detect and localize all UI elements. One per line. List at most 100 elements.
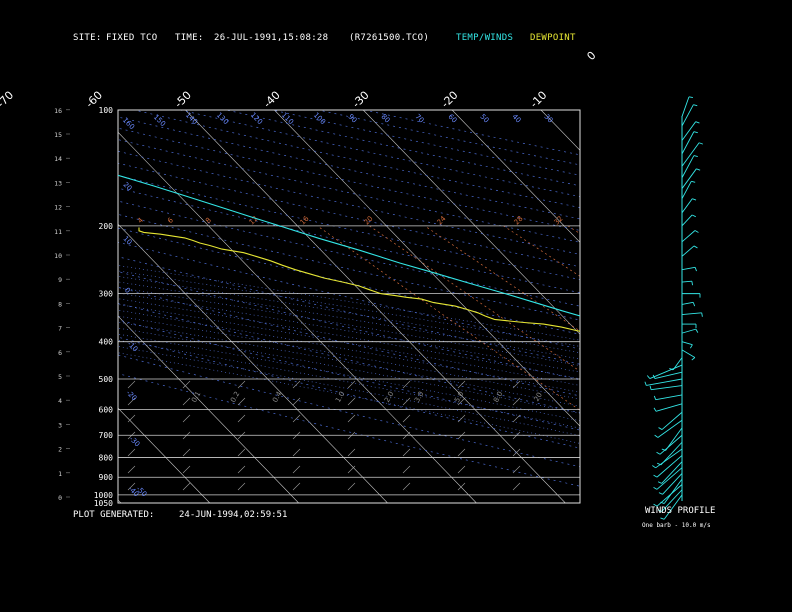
wind-barb [681,230,696,243]
wind-guide-tick [237,465,246,474]
isotherm-line [118,407,211,503]
height-tick-label: 14 [54,155,62,163]
wind-barb-flag [693,155,698,158]
wind-guide-tick [237,380,246,389]
wind-barb-flag [694,267,697,272]
wind-barb-flag [653,395,657,400]
wind-guide-tick [402,482,411,491]
wind-barb-flag [644,381,647,386]
wind-guide-tick [182,448,191,457]
wind-barb [663,494,683,520]
isotherm-line [185,110,566,503]
mixing-ratio-label: 6 [166,216,175,225]
wind-barb [681,341,693,346]
height-tick-label: 15 [54,131,62,139]
dry-adiabat [118,354,580,468]
mixing-ratio-line [424,225,580,332]
wind-guide-tick [292,397,301,406]
pressure-tick-label: 200 [99,222,114,231]
winds-profile [644,96,704,520]
wind-barb [681,328,696,334]
dry-adiabat-label: 70 [413,113,425,125]
mixing-ratio-line [660,226,792,503]
wind-guide-tick [237,414,246,423]
wind-barb [681,245,695,257]
height-tick-label: 11 [54,228,62,236]
wind-barb [681,301,694,305]
wind-barb-flag [691,281,693,286]
dry-adiabat-label: 90 [346,113,358,125]
height-tick-label: 1 [58,470,62,478]
wind-barb [681,312,702,315]
dry-adiabat-label: 0 [123,286,132,295]
pressure-tick-label: 700 [99,431,114,440]
wind-barb-flag [653,474,658,478]
dry-adiabat [118,286,580,397]
time-value: 26-JUL-1991,15:08:28 [214,33,329,43]
dry-adiabat-label: 120 [249,111,264,126]
pressure-tick-label: 400 [99,338,114,347]
mixing-ratio-line [503,225,580,277]
wind-barb [681,96,690,117]
wind-barb-flag [691,357,696,361]
wind-guide-tick [402,448,411,457]
wind-guide-tick [127,465,136,474]
wind-barb [681,198,693,214]
wind-barb [654,371,683,379]
wind-guide-tick [402,414,411,423]
isotherm-line [630,110,792,503]
dry-adiabat [118,139,580,243]
wind-barb-flag [669,368,674,371]
pressure-tick-label: 1050 [94,499,113,508]
dry-adiabat [118,127,580,231]
wind-guide-tick [457,380,466,389]
mixing-ratio-label: 28 [513,215,525,227]
wind-barb-flag [698,142,704,145]
wind-barb [657,419,683,438]
wind-guide-tick [402,380,411,389]
wind-guide-tick [512,397,521,406]
temp-legend: TEMP/WINDS [456,33,514,43]
dry-adiabat [118,302,580,414]
wind-guide-tick [182,397,191,406]
wind-barb-flag [693,104,698,107]
wind-guide-tick [127,380,136,389]
dry-adiabat-label: 160 [121,116,136,131]
wind-barb-flag [696,168,701,171]
wind-barb-flag [691,214,696,218]
wind-guide-tick [347,380,356,389]
moist-adiabat [118,315,580,400]
wind-barb-flag [688,96,693,98]
wind-guide-tick [182,465,191,474]
isotherm-line [118,315,299,503]
wind-barb [681,142,700,167]
mixing-ratio-label: 1.0 [334,390,346,404]
mixing-ratio-line [608,226,792,503]
wind-barb-flag [656,451,661,455]
wind-guide-tick [347,448,356,457]
wind-barb [681,349,696,358]
wind-guide-tick [457,482,466,491]
isotherm-label: -20 [439,89,461,111]
wind-guide-tick [457,448,466,457]
wind-barb [656,455,683,478]
isotherm-label: -30 [350,89,372,111]
dry-adiabat [118,319,580,431]
dry-adiabat [118,187,580,294]
wind-guide-tick [512,465,521,474]
isotherm-line [719,110,792,503]
wind-guide-tick [237,448,246,457]
wind-guide-tick [127,482,136,491]
dry-adiabat [118,214,580,321]
mixing-ratio-line [567,225,580,235]
dry-adiabat [118,175,580,280]
wind-guide-tick [292,414,301,423]
wind-barb-flag [657,509,662,512]
isotherm-label: 0 [584,49,598,63]
wind-barb [672,357,683,371]
wind-guide-tick [127,414,136,423]
wind-guide-tick [182,414,191,423]
wind-barb [681,214,693,227]
wind-barb-flag [653,486,658,490]
isotherm-line [118,131,477,503]
